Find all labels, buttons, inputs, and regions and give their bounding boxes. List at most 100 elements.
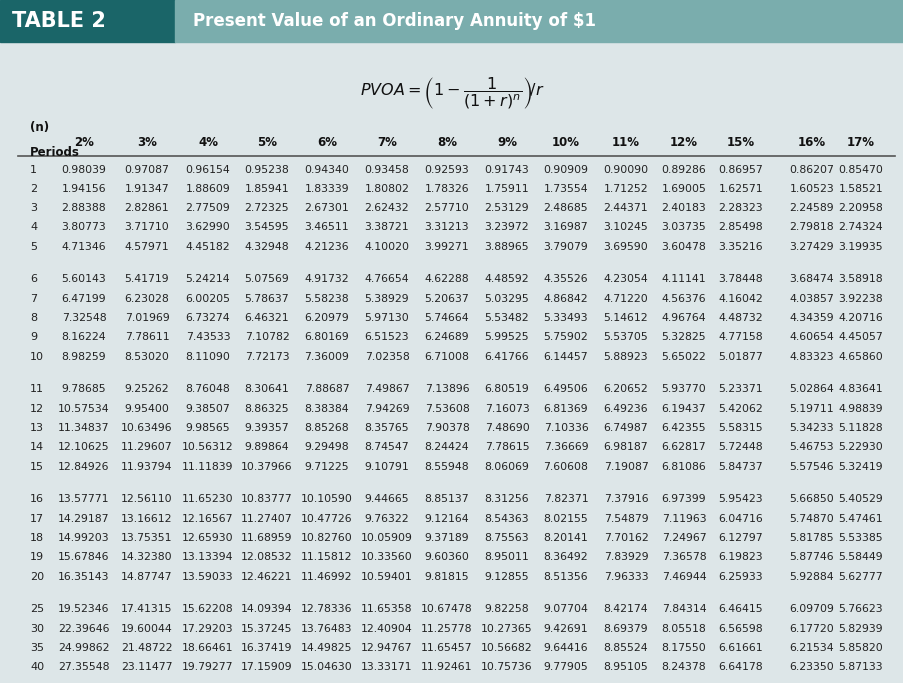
Text: 11.93794: 11.93794 [121, 462, 172, 471]
Text: 0.95238: 0.95238 [245, 165, 289, 174]
Text: 11.65457: 11.65457 [421, 643, 472, 653]
Text: 4.11141: 4.11141 [661, 275, 705, 284]
Text: 4.86842: 4.86842 [543, 294, 588, 304]
Text: 12.94767: 12.94767 [361, 643, 413, 653]
Text: 10.59401: 10.59401 [360, 572, 413, 581]
Text: 9.77905: 9.77905 [543, 663, 588, 672]
Text: 11.11839: 11.11839 [182, 462, 234, 471]
Text: 16: 16 [30, 494, 44, 504]
Text: 7.32548: 7.32548 [61, 313, 107, 323]
Text: 4.03857: 4.03857 [788, 294, 833, 304]
Text: 5.97130: 5.97130 [364, 313, 409, 323]
Text: 3.58918: 3.58918 [838, 275, 882, 284]
Text: 0.98039: 0.98039 [61, 165, 107, 174]
Text: 5%: 5% [256, 135, 276, 148]
Text: 14.87747: 14.87747 [121, 572, 172, 581]
Text: 12.40904: 12.40904 [360, 624, 413, 634]
Text: 7.48690: 7.48690 [484, 423, 529, 433]
Text: 10.33560: 10.33560 [360, 553, 413, 562]
Text: 6.46415: 6.46415 [718, 604, 762, 614]
Text: 2.62432: 2.62432 [364, 203, 409, 213]
Text: 3.38721: 3.38721 [364, 223, 409, 232]
Text: 9.29498: 9.29498 [304, 443, 349, 452]
Text: 40: 40 [30, 663, 44, 672]
Text: 5.65022: 5.65022 [661, 352, 705, 361]
Text: 7.53608: 7.53608 [424, 404, 469, 414]
Text: 5.38929: 5.38929 [364, 294, 409, 304]
Text: 7.46944: 7.46944 [661, 572, 705, 581]
Text: 9.82258: 9.82258 [484, 604, 529, 614]
Text: (n): (n) [30, 121, 49, 134]
Text: 8.74547: 8.74547 [364, 443, 409, 452]
Text: 2.44371: 2.44371 [603, 203, 647, 213]
Text: 7.60608: 7.60608 [543, 462, 588, 471]
Text: 7: 7 [30, 294, 37, 304]
Text: 8.85268: 8.85268 [304, 423, 349, 433]
Text: 21.48722: 21.48722 [121, 643, 172, 653]
Text: 3.78448: 3.78448 [718, 275, 762, 284]
Text: 5.88923: 5.88923 [603, 352, 647, 361]
Text: 3.23972: 3.23972 [484, 223, 529, 232]
Text: 6.47199: 6.47199 [61, 294, 107, 304]
Text: 5.32419: 5.32419 [838, 462, 882, 471]
Text: 4.60654: 4.60654 [788, 333, 833, 342]
Text: 9.37189: 9.37189 [424, 533, 469, 543]
Text: 1.71252: 1.71252 [603, 184, 647, 194]
Text: 10.47726: 10.47726 [301, 514, 352, 524]
Text: 0.90090: 0.90090 [603, 165, 647, 174]
Text: 12.10625: 12.10625 [58, 443, 109, 452]
Text: 5.57546: 5.57546 [789, 462, 833, 471]
Text: 5.58449: 5.58449 [838, 553, 882, 562]
Text: 4.10020: 4.10020 [364, 242, 409, 251]
Text: 7.37916: 7.37916 [603, 494, 647, 504]
Text: 9.38507: 9.38507 [185, 404, 230, 414]
Text: 4.76654: 4.76654 [364, 275, 409, 284]
Text: 3.31213: 3.31213 [424, 223, 469, 232]
Text: 8.16224: 8.16224 [61, 333, 107, 342]
Text: 8.24378: 8.24378 [661, 663, 705, 672]
Text: 7.82371: 7.82371 [543, 494, 588, 504]
Text: 6.64178: 6.64178 [718, 663, 762, 672]
Text: 4.83323: 4.83323 [789, 352, 833, 361]
Text: 6.19437: 6.19437 [661, 404, 705, 414]
Text: 8%: 8% [436, 135, 457, 148]
Text: 4.48592: 4.48592 [484, 275, 529, 284]
Text: 8.42174: 8.42174 [603, 604, 647, 614]
Text: 3.10245: 3.10245 [603, 223, 647, 232]
Text: 3.35216: 3.35216 [718, 242, 762, 251]
Text: 9.89864: 9.89864 [245, 443, 289, 452]
Text: 3.19935: 3.19935 [838, 242, 882, 251]
Text: 14.29187: 14.29187 [58, 514, 109, 524]
Text: 8.20141: 8.20141 [543, 533, 588, 543]
Text: 9.64416: 9.64416 [543, 643, 588, 653]
Text: 5.85820: 5.85820 [838, 643, 882, 653]
Text: 14.32380: 14.32380 [121, 553, 172, 562]
Text: 3.27429: 3.27429 [789, 242, 833, 251]
Text: 13.13394: 13.13394 [182, 553, 234, 562]
Text: 1.83339: 1.83339 [304, 184, 349, 194]
Text: 9.71225: 9.71225 [304, 462, 349, 471]
Text: 7.84314: 7.84314 [661, 604, 705, 614]
Text: 4.91732: 4.91732 [304, 275, 349, 284]
Text: 4.71346: 4.71346 [61, 242, 107, 251]
Text: 5.40529: 5.40529 [838, 494, 882, 504]
Text: 4.96764: 4.96764 [661, 313, 705, 323]
Text: 8.55948: 8.55948 [424, 462, 469, 471]
Text: 4.77158: 4.77158 [718, 333, 762, 342]
Text: 10.57534: 10.57534 [58, 404, 109, 414]
Text: 4.71220: 4.71220 [603, 294, 647, 304]
Text: 7.83929: 7.83929 [603, 553, 647, 562]
Text: 6.42355: 6.42355 [661, 423, 705, 433]
Text: 25: 25 [30, 604, 44, 614]
Text: 10.56682: 10.56682 [480, 643, 532, 653]
Text: 5: 5 [30, 242, 37, 251]
Text: 6.46321: 6.46321 [245, 313, 289, 323]
Text: 12: 12 [30, 404, 44, 414]
Text: 15.37245: 15.37245 [241, 624, 293, 634]
Text: 7.36578: 7.36578 [661, 553, 705, 562]
Text: 4.16042: 4.16042 [718, 294, 762, 304]
Text: 8.95011: 8.95011 [484, 553, 529, 562]
Text: 8.86325: 8.86325 [245, 404, 289, 414]
Text: 17%: 17% [846, 135, 874, 148]
Text: 3.92238: 3.92238 [838, 294, 882, 304]
